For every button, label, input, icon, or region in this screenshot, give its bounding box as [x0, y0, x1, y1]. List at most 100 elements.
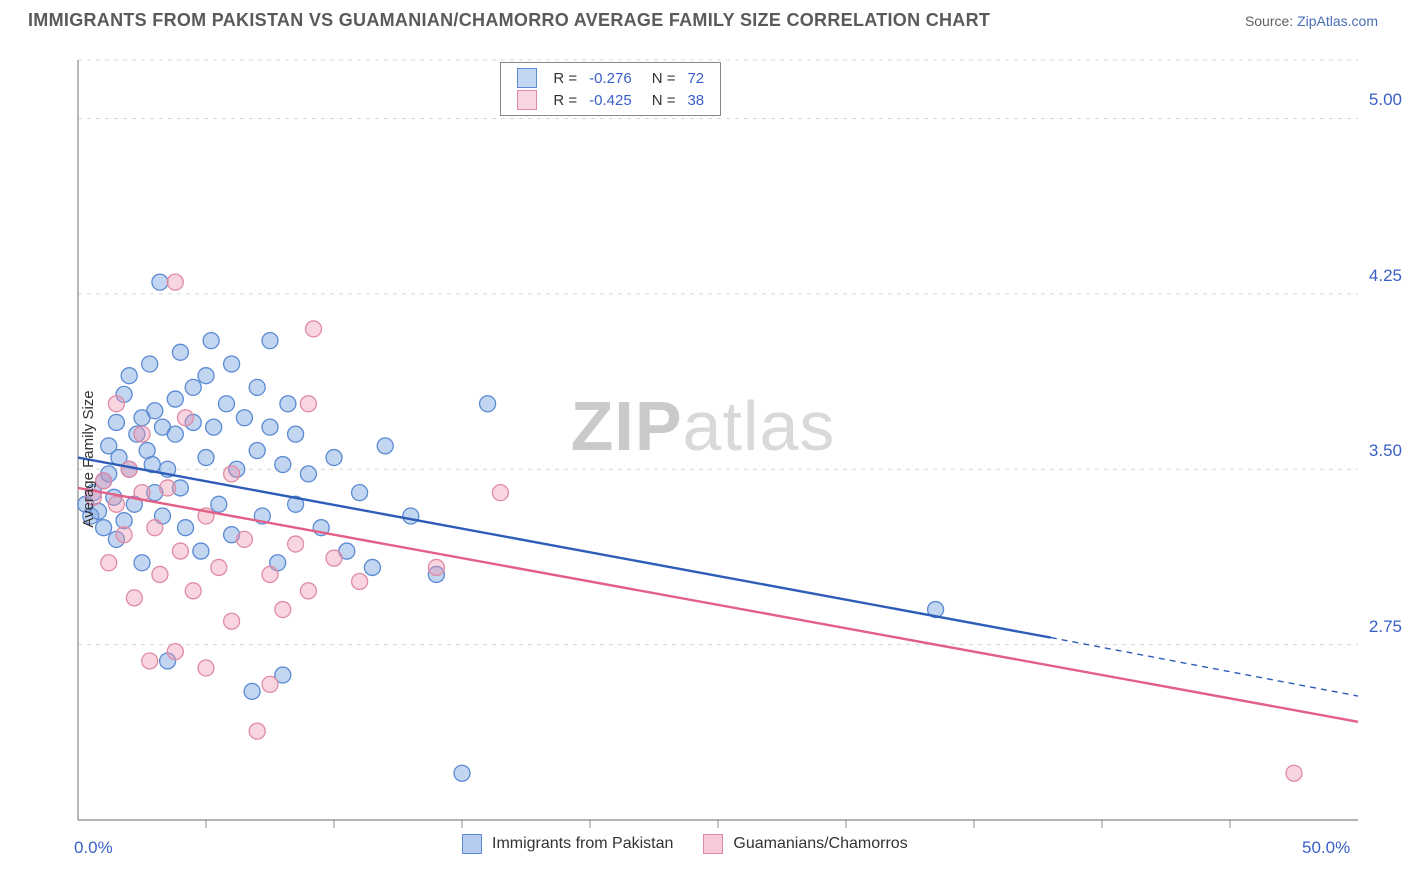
scatter-point	[300, 466, 316, 482]
scatter-point	[211, 496, 227, 512]
x-axis-min-label: 0.0%	[74, 838, 113, 858]
scatter-point	[236, 410, 252, 426]
trend-line	[78, 458, 1051, 638]
scatter-point	[249, 443, 265, 459]
scatter-point	[172, 543, 188, 559]
scatter-point	[288, 536, 304, 552]
legend-swatch	[517, 68, 537, 88]
legend-swatch-cell	[511, 89, 547, 111]
scatter-point	[300, 396, 316, 412]
scatter-point	[364, 559, 380, 575]
chart-area: Average Family Size ZIPatlas R =-0.276N …	[28, 46, 1378, 872]
legend-r-value: -0.276	[583, 67, 638, 89]
x-axis-max-label: 50.0%	[1302, 838, 1350, 858]
scatter-point	[249, 379, 265, 395]
chart-title: IMMIGRANTS FROM PAKISTAN VS GUAMANIAN/CH…	[28, 10, 990, 31]
scatter-point	[185, 379, 201, 395]
scatter-point	[96, 520, 112, 536]
y-tick-label: 4.25	[1352, 266, 1402, 286]
source-attribution: Source: ZipAtlas.com	[1245, 13, 1378, 29]
stats-legend-row: R =-0.276N =72	[511, 67, 710, 89]
legend-swatch-cell	[511, 67, 547, 89]
scatter-point	[288, 426, 304, 442]
scatter-point	[108, 496, 124, 512]
legend-label: Immigrants from Pakistan	[492, 835, 673, 853]
scatter-point	[262, 566, 278, 582]
scatter-point	[218, 396, 234, 412]
scatter-point	[275, 457, 291, 473]
source-link[interactable]: ZipAtlas.com	[1297, 13, 1378, 29]
scatter-point	[275, 602, 291, 618]
bottom-legend-item: Guamanians/Chamorros	[703, 834, 907, 854]
scatter-point	[101, 555, 117, 571]
scatter-point	[326, 450, 342, 466]
legend-swatch	[517, 90, 537, 110]
scatter-point	[480, 396, 496, 412]
scatter-point	[167, 274, 183, 290]
scatter-point	[236, 531, 252, 547]
stats-legend-row: R =-0.425N =38	[511, 89, 710, 111]
trend-line-extrap	[1051, 638, 1358, 696]
scatter-point	[160, 480, 176, 496]
legend-swatch	[703, 834, 723, 854]
scatter-point	[224, 356, 240, 372]
scatter-point	[147, 403, 163, 419]
scatter-point	[352, 485, 368, 501]
scatter-point	[224, 466, 240, 482]
legend-n-label: N =	[638, 89, 682, 111]
scatter-point	[262, 676, 278, 692]
legend-label: Guamanians/Chamorros	[733, 835, 907, 853]
scatter-point	[262, 419, 278, 435]
scatter-chart-svg	[28, 46, 1378, 872]
scatter-point	[178, 410, 194, 426]
scatter-point	[193, 543, 209, 559]
legend-swatch	[462, 834, 482, 854]
scatter-point	[326, 550, 342, 566]
scatter-point	[300, 583, 316, 599]
stats-legend-box: R =-0.276N =72R =-0.425N =38	[500, 62, 721, 116]
legend-r-value: -0.425	[583, 89, 638, 111]
scatter-point	[206, 419, 222, 435]
scatter-point	[126, 590, 142, 606]
scatter-point	[403, 508, 419, 524]
scatter-point	[198, 368, 214, 384]
scatter-point	[152, 566, 168, 582]
y-axis-label: Average Family Size	[80, 390, 97, 527]
scatter-point	[211, 559, 227, 575]
y-tick-label: 3.50	[1352, 441, 1402, 461]
scatter-point	[167, 644, 183, 660]
scatter-point	[454, 765, 470, 781]
scatter-point	[152, 274, 168, 290]
legend-r-label: R =	[547, 67, 583, 89]
source-prefix: Source:	[1245, 13, 1297, 29]
scatter-point	[121, 368, 137, 384]
scatter-point	[262, 333, 278, 349]
scatter-point	[167, 391, 183, 407]
scatter-point	[203, 333, 219, 349]
scatter-point	[108, 414, 124, 430]
scatter-point	[198, 660, 214, 676]
scatter-point	[185, 583, 201, 599]
scatter-point	[428, 559, 444, 575]
scatter-point	[142, 653, 158, 669]
scatter-point	[280, 396, 296, 412]
scatter-point	[244, 683, 260, 699]
scatter-point	[249, 723, 265, 739]
bottom-legend-item: Immigrants from Pakistan	[462, 834, 673, 854]
scatter-point	[147, 520, 163, 536]
legend-r-label: R =	[547, 89, 583, 111]
scatter-point	[116, 527, 132, 543]
scatter-point	[306, 321, 322, 337]
scatter-point	[134, 555, 150, 571]
scatter-point	[377, 438, 393, 454]
bottom-legend: Immigrants from Pakistan Guamanians/Chamo…	[462, 834, 908, 854]
scatter-point	[134, 426, 150, 442]
scatter-point	[96, 473, 112, 489]
scatter-point	[172, 344, 188, 360]
scatter-point	[167, 426, 183, 442]
scatter-point	[108, 396, 124, 412]
scatter-point	[1286, 765, 1302, 781]
scatter-point	[198, 450, 214, 466]
legend-n-value: 38	[681, 89, 710, 111]
legend-n-label: N =	[638, 67, 682, 89]
